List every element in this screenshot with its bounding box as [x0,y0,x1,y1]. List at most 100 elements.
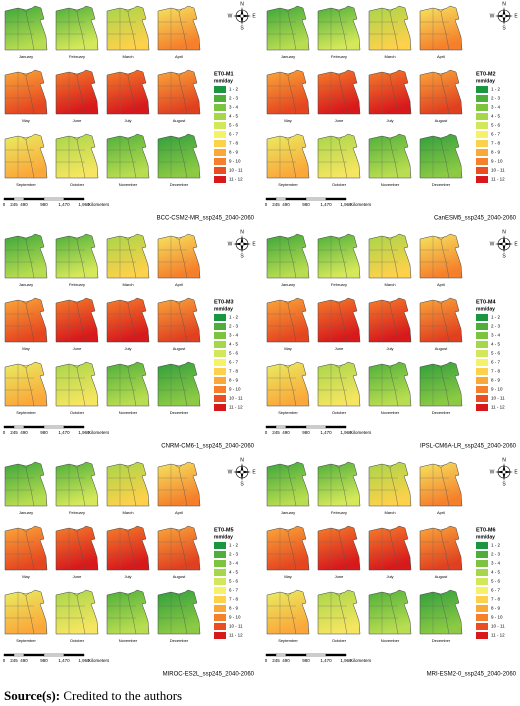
legend-swatch [476,95,488,102]
nile [283,8,297,51]
model-caption: CNRM-CM6-1_ssp245_2040-2060 [161,444,254,450]
borders [158,72,187,114]
legend-swatch [476,368,488,375]
map-shape [106,69,150,115]
legend-class: 11 - 12 [491,633,505,638]
map-shape [266,525,310,571]
map-shape [317,461,361,507]
legend-class: 3 - 4 [229,561,239,566]
month-map: August [419,525,463,579]
month-label: November [381,638,400,643]
map-shape [106,589,150,635]
month-label: September [16,638,36,643]
borders [420,72,449,114]
borders [318,72,347,114]
nile [334,8,348,51]
legend-swatch [476,587,488,594]
scale-segment [305,425,327,429]
legend-title: ET0-M2 [476,71,496,77]
nile [436,464,450,507]
borders [158,364,187,406]
legend-swatch [476,623,488,630]
month-label: June [335,118,344,123]
borders [369,364,398,406]
map-shape [55,69,99,115]
month-map: July [368,69,412,123]
borders [267,364,296,406]
borders [107,72,136,114]
month-label: January [281,510,295,515]
map-shape [55,461,99,507]
month-label: October [332,638,347,643]
month-map: November [106,589,150,643]
panel: January February March April May June July Augu… [265,457,519,677]
month-map: October [317,589,361,643]
legend-swatch [476,314,488,321]
borders [5,300,34,342]
scale-unit: Kilometers [88,202,110,207]
borders [420,528,449,570]
nile [174,72,188,115]
nile [174,8,188,51]
legend-class: 3 - 4 [491,561,501,566]
map-shape [266,233,310,279]
map-shape [157,297,201,343]
month-label: August [173,118,186,123]
legend-class: 2 - 3 [491,324,501,329]
borders [56,136,85,178]
month-label: December [432,410,451,415]
borders [56,592,85,634]
map-shape [55,133,99,179]
model-caption: CanESM5_ssp245_2040-2060 [434,216,517,222]
map-shape [419,589,463,635]
panel: January February March April May June July Augu… [265,229,519,449]
north-arrow: N S W E [228,457,257,487]
north-arrow: N S W E [490,457,519,487]
nile [283,72,297,115]
legend-class: 11 - 12 [491,405,505,410]
nile [334,136,348,179]
map-shape [317,525,361,571]
nile [72,464,86,507]
borders [369,136,398,178]
nile [123,364,137,407]
month-map: July [106,525,150,579]
legend-swatch [476,359,488,366]
map-shape [317,589,361,635]
legend-swatch [214,113,226,120]
scale-segment [305,197,327,201]
compass-n: N [502,229,506,235]
month-label: July [386,574,393,579]
scale-unit: Kilometers [350,658,372,663]
month-map: June [55,525,99,579]
source-text: Credited to the authors [63,688,183,703]
scale-tick: 490 [282,658,290,663]
scale-tick: 1,470 [320,202,332,207]
borders [158,8,187,50]
borders [158,528,187,570]
compass-w: W [228,13,233,19]
month-label: September [278,182,298,187]
month-map: April [157,233,201,287]
legend-class: 7 - 8 [229,141,239,146]
scale-tick: 245 [272,658,280,663]
scale-segment [23,653,45,657]
month-map: February [317,233,361,287]
month-label: July [124,118,131,123]
month-map: December [157,133,201,187]
nile [385,364,399,407]
scale-segment [275,425,287,429]
model-caption: MIROC-ES2L_ssp245_2040-2060 [163,672,255,678]
month-map: October [317,133,361,187]
month-label: October [70,182,85,187]
map-shape [106,461,150,507]
month-map: February [55,461,99,515]
nile [283,236,297,279]
month-map: November [368,133,412,187]
legend-class: 2 - 3 [229,552,239,557]
legend-swatch [476,149,488,156]
scale-segment [13,425,25,429]
legend-swatch [476,341,488,348]
map-shape [4,589,48,635]
borders [158,136,187,178]
